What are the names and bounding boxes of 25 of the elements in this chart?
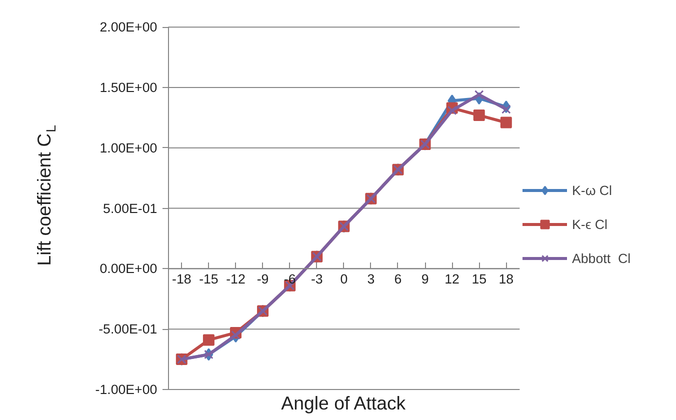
x-tick-label: 18	[498, 272, 514, 287]
y-axis-title: Lift coefficient CL	[33, 124, 58, 266]
legend-label: Abbott Cl	[572, 250, 631, 266]
y-tick-label: 0.00E+00	[100, 261, 158, 276]
y-tick-label: 2.00E+00	[100, 20, 158, 35]
y-tick-label: -1.00E+00	[95, 382, 158, 398]
legend-label: K-ϵ Cl	[572, 216, 608, 232]
x-tick-label: 15	[472, 272, 487, 287]
y-tick-label: -5.00E-01	[98, 322, 158, 337]
x-tick-label: 12	[444, 272, 460, 287]
x-tick-label: -18	[172, 272, 192, 287]
y-tick-label: 1.00E+00	[100, 140, 158, 156]
x-tick-label: -12	[226, 272, 246, 287]
legend-label: K-ω Cl	[572, 182, 612, 198]
x-tick-label: 9	[421, 272, 429, 287]
x-tick-label: -3	[310, 272, 323, 287]
x-tick-label: 3	[367, 272, 375, 287]
x-tick-label: 0	[340, 272, 348, 287]
x-tick-label: -15	[199, 272, 218, 287]
x-tick-label: -9	[256, 272, 269, 287]
y-tick-label: 5.00E-01	[103, 200, 158, 216]
y-tick-label: 1.50E+00	[100, 80, 158, 95]
x-axis-title: Angle of Attack	[281, 392, 406, 414]
x-tick-label: 6	[394, 272, 402, 287]
x-tick-label: -6	[284, 272, 296, 287]
